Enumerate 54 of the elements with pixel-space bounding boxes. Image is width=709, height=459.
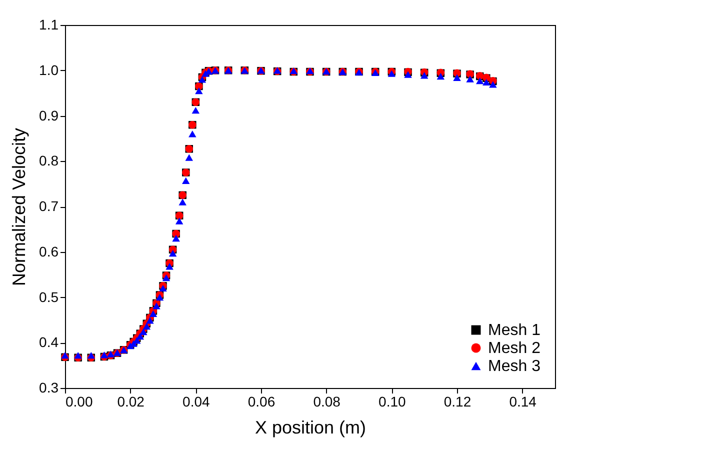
point — [168, 250, 177, 257]
y-axis-title: Normalized Velocity — [9, 128, 30, 286]
point — [136, 332, 144, 340]
point — [188, 130, 196, 138]
x-tick-label: 0.12 — [444, 394, 472, 410]
y-tick-label: 0.5 — [39, 288, 59, 305]
point — [156, 294, 164, 301]
point — [388, 70, 396, 77]
point — [152, 302, 160, 310]
point — [420, 72, 428, 79]
point — [466, 76, 474, 82]
y-tick-label: 0.8 — [39, 152, 59, 169]
point — [140, 328, 148, 336]
legend-label: Mesh 3 — [488, 358, 541, 375]
point — [100, 352, 108, 358]
point — [74, 352, 82, 359]
point — [453, 74, 461, 81]
point — [482, 78, 490, 86]
y-tick-label: 1.1 — [39, 16, 59, 32]
y-tick-label: 0.3 — [39, 380, 59, 396]
point — [476, 77, 484, 84]
y-tick-label: 0.4 — [39, 334, 59, 350]
point — [195, 87, 203, 94]
legend-label: Mesh 2 — [488, 340, 541, 357]
point — [175, 218, 184, 224]
point — [149, 310, 158, 317]
point — [404, 71, 412, 78]
point — [166, 263, 174, 270]
point — [159, 284, 167, 292]
point — [192, 106, 200, 114]
point — [178, 198, 186, 206]
point — [436, 72, 445, 80]
y-tick-label: 1.0 — [39, 62, 59, 78]
x-tick-label: 0.10 — [378, 394, 406, 410]
y-tick-label: 0.6 — [39, 243, 59, 260]
x-tick-label: 0.04 — [182, 394, 210, 410]
x-tick-label: 0.06 — [248, 394, 276, 410]
point — [146, 317, 154, 324]
point — [162, 274, 170, 282]
legend-label: Mesh 1 — [488, 322, 541, 339]
point — [198, 76, 206, 83]
y-tick-label: 0.7 — [39, 198, 59, 214]
x-tick-label: 0.02 — [117, 394, 145, 410]
point — [142, 322, 151, 330]
x-tick-label: 0.08 — [313, 394, 341, 410]
point — [489, 81, 497, 88]
point — [182, 177, 190, 184]
y-tick-label: 0.9 — [39, 107, 59, 124]
point — [185, 154, 194, 161]
x-tick-label: 0.14 — [509, 394, 537, 410]
point — [87, 352, 96, 359]
x-axis-title: X position (m) — [254, 418, 366, 438]
x-tick-label: 0.00 — [66, 394, 93, 410]
point — [172, 234, 180, 242]
